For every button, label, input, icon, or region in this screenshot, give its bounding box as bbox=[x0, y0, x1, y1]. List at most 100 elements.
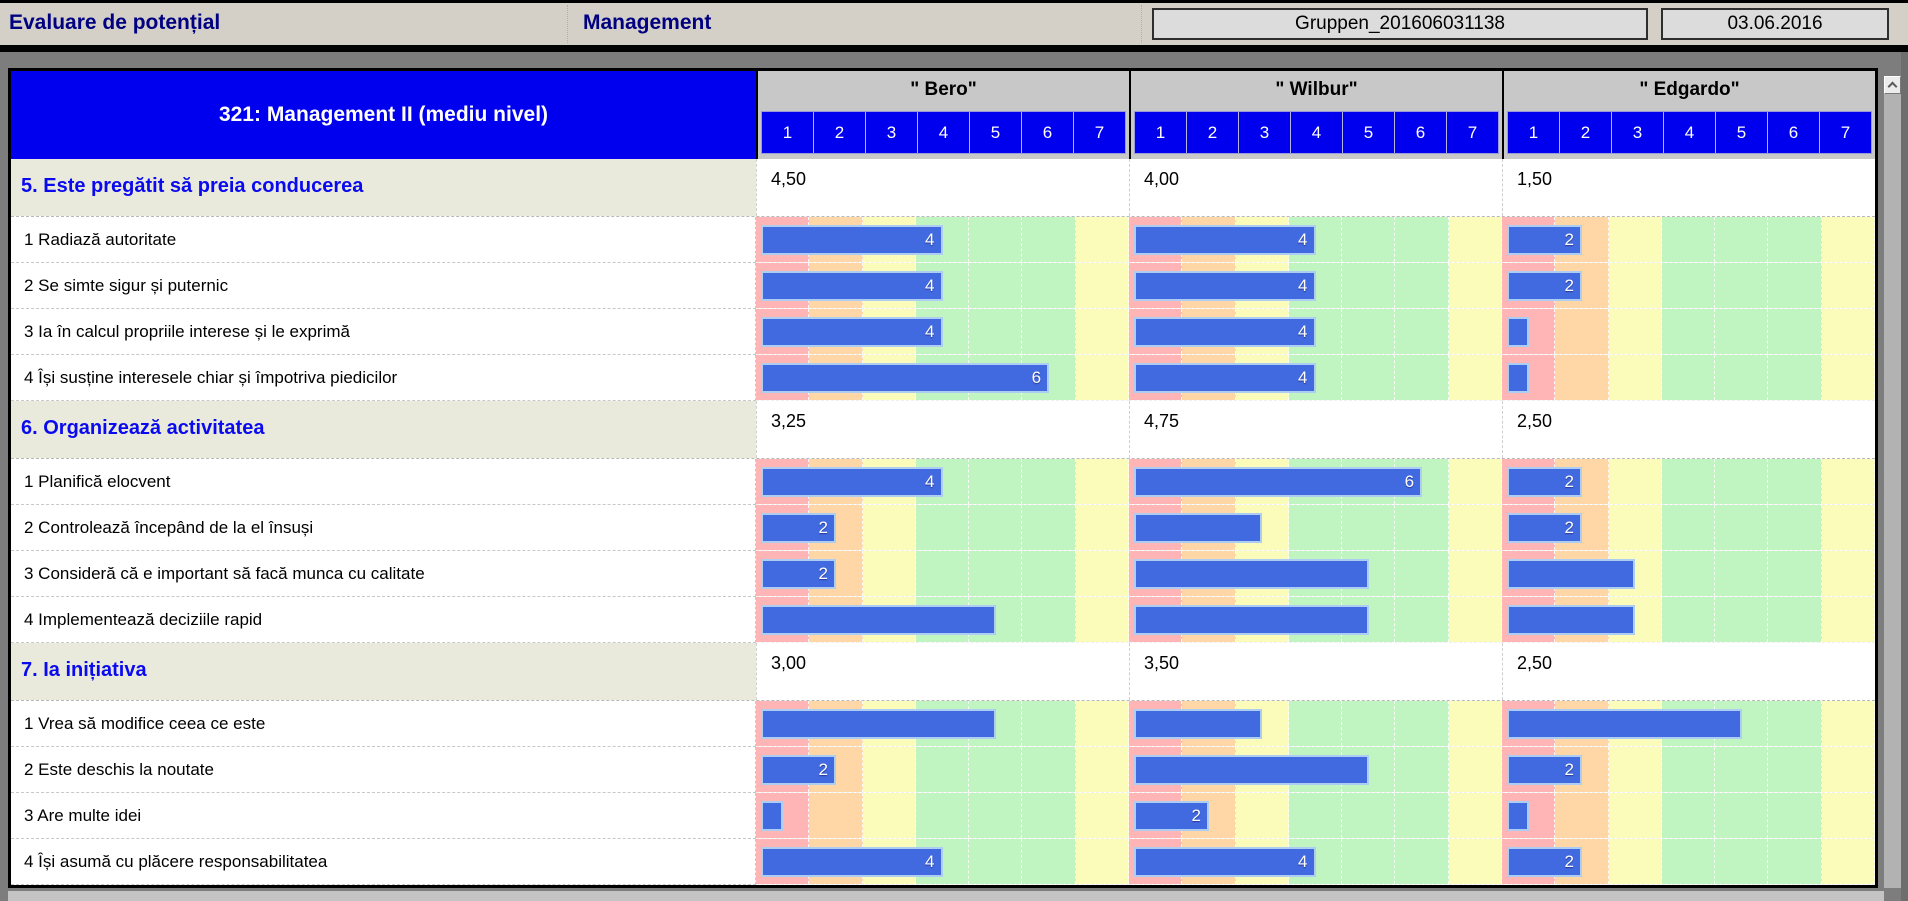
score-band bbox=[1768, 505, 1822, 550]
score-cell bbox=[1129, 701, 1502, 747]
bar-value: 2 bbox=[1191, 806, 1201, 825]
score-band bbox=[1075, 263, 1129, 308]
score-cell: 4 bbox=[756, 263, 1129, 309]
score-band bbox=[969, 309, 1023, 354]
score-band bbox=[1821, 355, 1875, 400]
scale-tick-label: 4 bbox=[918, 112, 970, 153]
item-row: 3 Are multe idei 2 bbox=[11, 793, 1875, 839]
header-separator bbox=[1141, 5, 1142, 43]
item-label: 4 Își susține interesele chiar și împotr… bbox=[11, 355, 756, 401]
score-bar: 2 bbox=[761, 559, 836, 589]
score-bar: 4 bbox=[761, 225, 943, 255]
score-band bbox=[862, 551, 916, 596]
score-band bbox=[1022, 793, 1076, 838]
score-band bbox=[1342, 309, 1396, 354]
score-band bbox=[1075, 793, 1129, 838]
score-band bbox=[1395, 747, 1449, 792]
section-average: 3,25 bbox=[756, 401, 1129, 458]
score-bar bbox=[1507, 559, 1636, 589]
section-average: 2,50 bbox=[1502, 643, 1875, 700]
table-title-cell: 321: Management II (mediu nivel) bbox=[11, 71, 756, 159]
score-cell bbox=[1129, 597, 1502, 643]
score-band bbox=[1075, 505, 1129, 550]
section-row: 6. Organizează activitatea 3,25 4,75 2,50 bbox=[11, 401, 1875, 459]
score-band bbox=[1448, 551, 1502, 596]
score-bar bbox=[1507, 709, 1742, 739]
score-band bbox=[1715, 551, 1769, 596]
section-row: 7. Ia inițiativa 3,00 3,50 2,50 bbox=[11, 643, 1875, 701]
score-band bbox=[1821, 701, 1875, 746]
date-box[interactable]: 03.06.2016 bbox=[1661, 8, 1889, 40]
scale-tick-label: 6 bbox=[1022, 112, 1074, 153]
score-cell: 2 bbox=[756, 747, 1129, 793]
score-bar bbox=[761, 801, 783, 831]
scale-tick-label: 4 bbox=[1291, 112, 1343, 153]
score-cell: 2 bbox=[756, 551, 1129, 597]
item-label: 4 Își asumă cu plăcere responsabilitatea bbox=[11, 839, 756, 885]
bar-value: 4 bbox=[925, 472, 935, 491]
score-cell: 4 bbox=[1129, 309, 1502, 355]
score-band bbox=[1715, 597, 1769, 642]
score-cell: 6 bbox=[1129, 459, 1502, 505]
score-band bbox=[1821, 597, 1875, 642]
score-band bbox=[1448, 839, 1502, 884]
score-band bbox=[1075, 747, 1129, 792]
person-column: " Bero" 1 2 3 4 5 6 7 bbox=[756, 71, 1129, 159]
score-cell: 6 bbox=[756, 355, 1129, 401]
bar-value: 4 bbox=[1298, 322, 1308, 341]
score-cell: 4 bbox=[1129, 217, 1502, 263]
group-box[interactable]: Gruppen_201606031138 bbox=[1152, 8, 1648, 40]
score-band bbox=[1608, 217, 1662, 262]
bar-value: 2 bbox=[818, 518, 828, 537]
bar-value: 4 bbox=[1298, 368, 1308, 387]
score-band bbox=[1715, 309, 1769, 354]
item-row: 3 Ia în calcul propriile interese și le … bbox=[11, 309, 1875, 355]
score-band bbox=[1715, 505, 1769, 550]
bar-value: 6 bbox=[1404, 472, 1415, 491]
score-cell: 2 bbox=[1502, 747, 1875, 793]
scale-tick-label: 3 bbox=[1239, 112, 1291, 153]
score-band bbox=[1022, 459, 1076, 504]
table-body: 5. Este pregătit să preia conducerea 4,50… bbox=[11, 159, 1875, 885]
score-bar: 4 bbox=[761, 271, 943, 301]
score-bar bbox=[761, 605, 996, 635]
app-subtitle: Management bbox=[583, 11, 712, 34]
score-bar: 2 bbox=[1507, 847, 1582, 877]
score-band bbox=[1448, 505, 1502, 550]
score-band bbox=[1022, 309, 1076, 354]
score-bar bbox=[761, 709, 996, 739]
score-cell bbox=[1502, 793, 1875, 839]
scrollbar-up-button[interactable] bbox=[1884, 76, 1901, 94]
score-band bbox=[1768, 597, 1822, 642]
scale-tick-label: 2 bbox=[1560, 112, 1612, 153]
score-cell: 2 bbox=[1502, 263, 1875, 309]
score-band bbox=[1395, 263, 1449, 308]
score-bar: 2 bbox=[1134, 801, 1209, 831]
score-band bbox=[969, 747, 1023, 792]
score-bar: 2 bbox=[761, 755, 836, 785]
item-label: 2 Se simte sigur și puternic bbox=[11, 263, 756, 309]
scale-tick-label: 7 bbox=[1094, 122, 1105, 142]
score-band bbox=[1661, 309, 1716, 354]
score-band bbox=[1448, 217, 1502, 262]
score-band bbox=[1022, 597, 1076, 642]
header-separator bbox=[567, 5, 568, 43]
score-cell bbox=[756, 597, 1129, 643]
score-cell: 4 bbox=[756, 839, 1129, 885]
score-band bbox=[1608, 793, 1662, 838]
score-band bbox=[1395, 701, 1449, 746]
vertical-scrollbar[interactable] bbox=[1884, 76, 1901, 888]
score-band bbox=[1768, 793, 1822, 838]
score-band bbox=[1342, 701, 1396, 746]
section-label: 6. Organizează activitatea bbox=[11, 401, 756, 458]
item-label: 4 Implementează deciziile rapid bbox=[11, 597, 756, 643]
score-cell: 2 bbox=[1129, 793, 1502, 839]
score-band bbox=[1715, 459, 1769, 504]
score-bar: 2 bbox=[1507, 271, 1582, 301]
bar-value: 2 bbox=[1564, 760, 1574, 779]
score-band bbox=[1342, 355, 1396, 400]
score-cell: 4 bbox=[1129, 839, 1502, 885]
